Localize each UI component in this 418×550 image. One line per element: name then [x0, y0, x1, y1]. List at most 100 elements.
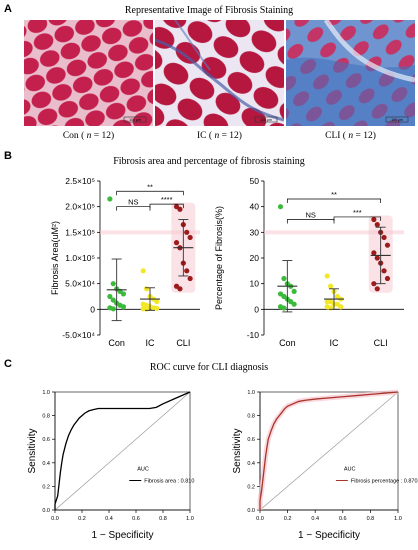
roc-pct-frame	[259, 391, 399, 511]
pct-ytick-label: 20	[250, 253, 260, 263]
roc-area-ytick-label: 0.4	[42, 461, 50, 467]
area-point-con	[110, 281, 116, 287]
roc-pct-ytick-label: 0.8	[247, 414, 255, 420]
area-point-ic	[154, 299, 160, 305]
pct-point-cli	[374, 286, 380, 292]
area-point-ic	[154, 305, 160, 311]
roc-pct-xtick-label: 0.0	[256, 516, 264, 522]
pct-xtick-label: Con	[279, 338, 296, 348]
caption-ic: IC ( n = 12)	[197, 131, 242, 141]
pct-significance-label: ***	[353, 208, 362, 217]
area-significance-label: NS	[128, 198, 138, 207]
pct-significance-label: **	[331, 190, 337, 199]
roc-pct-xtick-label: 0.8	[367, 516, 375, 522]
roc-area-xtick-label: 0.0	[51, 516, 59, 522]
pct-point-cli	[374, 255, 380, 261]
area-significance-bracket	[116, 190, 184, 196]
roc-area-legend-label: Fibrosis area : 0.810	[144, 479, 194, 485]
panel-b-title: Fibrosis area and percentage of fibrosis…	[113, 156, 305, 167]
area-ylabel: Fibrosis Area(uM²)	[50, 221, 60, 295]
roc-area-ytick-label: 0.0	[42, 508, 50, 514]
pct-point-cli	[371, 281, 377, 287]
pct-point-cli	[384, 275, 391, 282]
pct-band	[264, 230, 404, 235]
roc-pct-diagonal	[259, 391, 399, 511]
area-point-cli	[177, 206, 183, 212]
fibrosis-percentage-chart: -10 0 10 20 30 40 50 Percentage of Fibrosis(%) C…	[214, 176, 404, 348]
histology-image-ic: 100 μm	[155, 20, 284, 126]
pct-point-con	[281, 275, 287, 282]
pct-point-ic	[328, 305, 334, 311]
roc-pct-ytick-label: 0.2	[247, 484, 255, 490]
area-point-ic	[144, 306, 150, 312]
area-significance-bracket	[116, 206, 151, 211]
roc-pct-ylabel: Sensitivity	[232, 428, 243, 473]
pct-point-cli	[381, 268, 387, 274]
panel-c-title: ROC curve for CLI diagnosis	[149, 362, 269, 373]
area-point-cli	[173, 240, 180, 246]
roc-pct-xtick-label: 1.0	[394, 516, 402, 522]
area-point-con	[110, 306, 116, 312]
area-point-cli	[177, 286, 183, 292]
roc-area-frame	[54, 391, 191, 511]
caption-con: Con ( n = 12)	[62, 131, 115, 141]
panel-a-title: Representative Image of Fibrosis Stainin…	[124, 5, 294, 16]
area-significance-label: ****	[161, 195, 173, 204]
histology-cli-svg: 100 μm	[286, 20, 415, 126]
roc-pct-roc-line	[259, 391, 399, 510]
roc-area-roc-line	[54, 391, 191, 510]
roc-pct-ytick-label: 1.0	[247, 390, 255, 396]
roc-area-xtick-label: 0.2	[78, 516, 86, 522]
pct-point-ic	[338, 304, 344, 310]
pct-point-con	[281, 305, 287, 311]
panel-b-label: B	[4, 150, 12, 162]
pct-ytick-label: -10	[247, 330, 260, 340]
roc-area-diagonal	[54, 391, 191, 511]
pct-point-cli	[384, 242, 391, 248]
roc-pct-ytick-label: 0.4	[247, 461, 255, 467]
area-point-con	[120, 304, 127, 310]
roc-pct-xtick-label: 0.2	[284, 516, 292, 522]
area-point-ic	[140, 268, 146, 274]
area-point-cli	[184, 229, 190, 235]
roc-pct-xtick-label: 0.6	[339, 516, 347, 522]
roc-pct-xtick-label: 0.4	[311, 516, 319, 522]
area-point-con	[107, 293, 113, 300]
pct-ytick-label: 0	[254, 304, 259, 314]
pct-point-cli	[381, 234, 387, 241]
fibrosis-area-chart: -5.0×10⁴ 0 5.0×10⁴ 1.0×10⁵ 1.5×10⁵ 2.0×10⁵ 2.5…	[50, 176, 200, 348]
area-band	[100, 230, 200, 235]
area-point-cli	[187, 234, 193, 241]
area-ytick-label: 2.5×10⁵	[65, 176, 95, 186]
roc-area-ylabel: Sensitivity	[27, 428, 38, 473]
area-ytick-label: 0	[90, 304, 95, 314]
roc-area-xtick-label: 0.4	[105, 516, 113, 522]
area-ytick-label: 1.5×10⁵	[65, 227, 95, 237]
roc-area-xtick-label: 0.8	[159, 516, 167, 522]
pct-ytick-label: 40	[250, 202, 260, 212]
area-ytick-label: 1.0×10⁵	[65, 253, 95, 263]
area-ytick-label: 2.0×10⁵	[65, 202, 95, 212]
pct-point-ic	[328, 283, 334, 289]
area-ytick-label: 5.0×10⁴	[65, 279, 95, 289]
roc-area-ytick-label: 0.8	[42, 414, 50, 420]
histology-ic-svg: 100 μm	[155, 20, 284, 126]
pct-point-con	[291, 288, 297, 294]
roc-area-ytick-label: 0.2	[42, 484, 50, 490]
area-xtick-label: Con	[108, 338, 125, 348]
roc-area-xtick-label: 0.6	[132, 516, 140, 522]
scale-label-ic: 100 μm	[260, 118, 272, 122]
pct-ylabel: Percentage of Fibrosis(%)	[214, 206, 224, 310]
pct-point-cli	[374, 222, 380, 228]
pct-point-ic	[324, 273, 330, 279]
pct-significance-bracket	[333, 216, 382, 221]
histology-image-cli: 100 μm	[286, 20, 415, 126]
area-point-con	[107, 196, 113, 202]
area-xtick-label: CLI	[176, 338, 190, 348]
panel-a-label: A	[4, 3, 12, 15]
area-xtick-label: IC	[146, 338, 156, 348]
area-point-con	[120, 291, 127, 297]
pct-xtick-label: CLI	[374, 338, 388, 348]
roc-area-ytick-label: 0.6	[42, 437, 50, 443]
roc-fibrosis-percentage-chart: 0.00.0 0.2 0.2 0.4 0.4 0.6 0.6 0.8 0.8 1.0 1.0 1 − …	[232, 389, 418, 541]
